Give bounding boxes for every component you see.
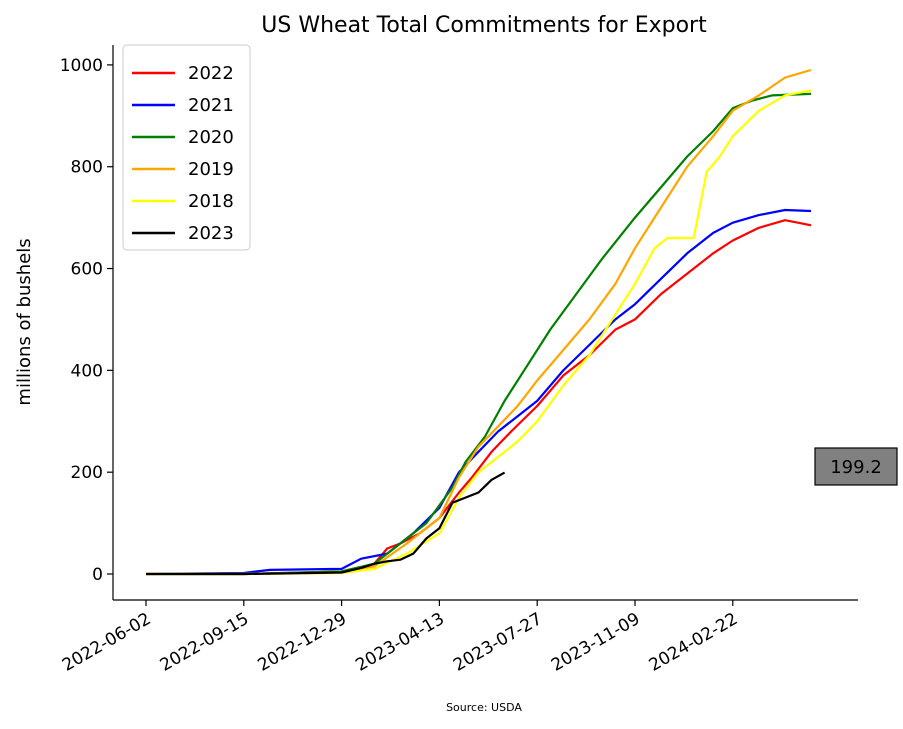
x-tick-label: 2022-12-29 [255,609,351,676]
x-ticks: 2022-06-02 2022-09-15 2022-12-29 2023-04-13… [59,600,741,676]
axes [112,45,858,601]
x-tick-label: 2022-09-15 [157,609,253,676]
legend-label-2023: 2023 [188,223,234,244]
x-tick-label: 2023-07-27 [450,609,546,676]
y-tick-label: 400 [71,361,103,381]
legend-label-2021: 2021 [188,95,234,116]
y-tick-label: 1000 [60,56,103,76]
legend-label-2018: 2018 [188,191,234,212]
x-tick-label: 2023-11-09 [548,609,644,676]
series-line-2019 [146,68,812,576]
series-line-2022 [146,219,812,576]
legend-label-2019: 2019 [188,159,234,180]
x-tick-label: 2024-02-22 [646,609,742,676]
y-tick-label: 800 [71,158,103,178]
series-line-2020 [146,92,812,576]
x-tick-label: 2023-04-13 [352,609,448,676]
series-line-2023 [146,471,506,576]
series-line-2021 [145,208,812,576]
series-line-2018 [146,89,812,576]
y-tick-label: 600 [71,260,103,280]
legend: 2022 2021 2020 2019 2018 2023 [122,44,251,251]
y-ticks: 0 200 400 600 800 1000 [60,56,113,585]
y-axis-label: millions of bushels [14,238,35,405]
y-tick-label: 0 [92,565,103,585]
chart-title: US Wheat Total Commitments for Export [261,13,707,38]
series-group [145,68,812,576]
value-annotation: 199.2 [814,447,898,486]
legend-label-2020: 2020 [188,127,234,148]
x-tick-label: 2022-06-02 [59,609,155,676]
annotation-box [814,447,898,486]
legend-box [122,44,251,251]
annotation-label: 199.2 [830,457,882,478]
legend-label-2022: 2022 [188,63,234,84]
y-tick-label: 200 [71,463,103,483]
source-note: Source: USDA [446,701,522,714]
